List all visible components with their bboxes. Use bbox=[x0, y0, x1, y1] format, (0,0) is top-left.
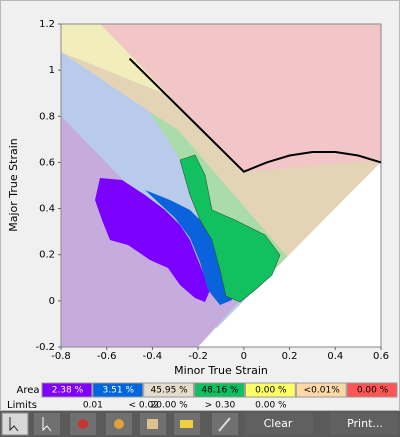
limit-value: 0.01 bbox=[83, 401, 103, 411]
area-swatch bbox=[143, 382, 195, 398]
y-axis-title: Major True Strain bbox=[7, 138, 20, 232]
print-button[interactable] bbox=[330, 413, 398, 435]
limit-value: < 0.02 bbox=[128, 401, 158, 411]
points-safe bbox=[179, 154, 281, 303]
x-tick-label: 0.6 bbox=[373, 351, 389, 362]
x-tick-label: -0.2 bbox=[188, 351, 208, 362]
forming-limit-curve bbox=[128, 57, 382, 173]
x-tick-label: 0.4 bbox=[327, 351, 343, 362]
clear-label: Clear bbox=[264, 417, 293, 430]
area-value: 45.95 % bbox=[151, 386, 189, 396]
print-label: Print... bbox=[347, 417, 383, 430]
limits-label: Limits bbox=[7, 400, 37, 411]
zone-wrinkle bbox=[61, 24, 170, 96]
area-value: 0.00 % bbox=[255, 386, 287, 396]
toolbar-buttons bbox=[1, 412, 398, 436]
x-tick-label: -0.6 bbox=[97, 351, 117, 362]
y-tick-label: 1 bbox=[49, 65, 55, 76]
area-value: 48.16 % bbox=[201, 386, 239, 396]
x-axis-title: Minor True Strain bbox=[174, 364, 268, 377]
area-value: 3.51 % bbox=[103, 386, 135, 396]
y-tick-label: 0.4 bbox=[39, 204, 55, 215]
strain-points bbox=[95, 154, 281, 305]
area-value: 2.38 % bbox=[52, 386, 84, 396]
select-tool[interactable] bbox=[1, 412, 29, 436]
mask-icon bbox=[147, 419, 158, 429]
area-value: <0.01% bbox=[304, 386, 341, 396]
area-swatch bbox=[194, 382, 245, 398]
area-swatch bbox=[244, 382, 296, 398]
point-icon bbox=[78, 419, 88, 429]
y-tick-label: 0.8 bbox=[39, 111, 55, 122]
probe-icon bbox=[218, 417, 231, 432]
x-tick-label: 0 bbox=[241, 351, 247, 362]
area-swatch bbox=[295, 382, 347, 398]
pick-tool[interactable] bbox=[34, 413, 60, 435]
x-tick-label: 0.2 bbox=[282, 351, 298, 362]
limit-value: 20.00 % bbox=[151, 401, 189, 411]
area-swatch bbox=[92, 382, 144, 398]
y-tick-label: 0.6 bbox=[39, 157, 55, 168]
y-tick-label: 0 bbox=[49, 296, 55, 307]
pick-icon bbox=[42, 417, 52, 432]
x-tick-label: -0.4 bbox=[143, 351, 163, 362]
x-tick-label: -0.8 bbox=[51, 351, 71, 362]
y-tick-label: 0.2 bbox=[39, 250, 55, 261]
area-icon bbox=[114, 419, 124, 429]
points-compression bbox=[145, 190, 232, 305]
plot-frame bbox=[60, 23, 382, 348]
clear-button[interactable] bbox=[245, 413, 313, 435]
zone-unused bbox=[198, 162, 381, 347]
limit-value: > 0.30 bbox=[205, 401, 236, 411]
points-thickening bbox=[95, 178, 210, 302]
erase-icon bbox=[180, 420, 193, 428]
area-value: 0.00 % bbox=[357, 386, 389, 396]
select-icon bbox=[9, 417, 19, 432]
area-swatch bbox=[346, 382, 398, 398]
zones bbox=[61, 24, 381, 347]
area-swatch bbox=[41, 382, 93, 398]
y-tick-label: -0.2 bbox=[35, 342, 55, 353]
limit-value: 0.00 % bbox=[255, 401, 287, 411]
y-tick-label: 1.2 bbox=[39, 19, 55, 30]
area-label: Area bbox=[16, 385, 39, 396]
